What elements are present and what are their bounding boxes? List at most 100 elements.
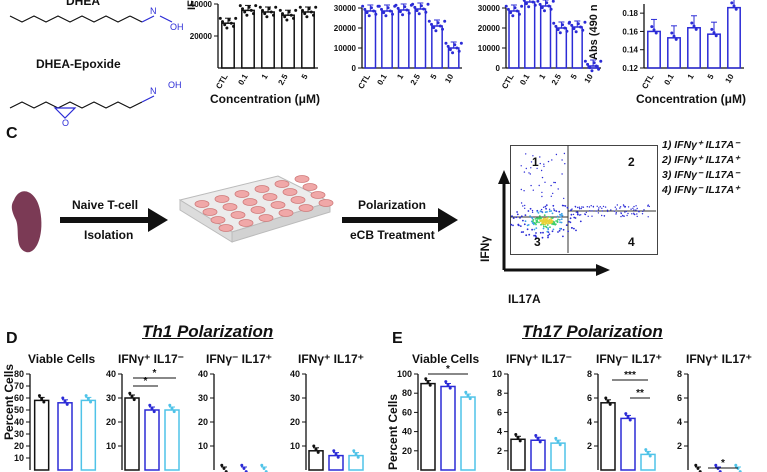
data-point bbox=[288, 11, 291, 14]
y-tick-label: 8 bbox=[587, 369, 592, 379]
plate-well bbox=[211, 217, 225, 224]
plate-well bbox=[279, 210, 293, 217]
plate-well bbox=[231, 212, 245, 219]
data-point bbox=[649, 455, 652, 458]
data-point bbox=[563, 27, 566, 30]
legend-item-4: 4) IFNγ⁻ IL17A⁺ bbox=[662, 183, 740, 198]
data-point bbox=[272, 14, 275, 17]
data-point bbox=[259, 6, 262, 9]
category-label: 0.1 bbox=[518, 72, 532, 87]
plate-well bbox=[319, 200, 333, 207]
polarization-label: Polarization bbox=[358, 198, 426, 212]
data-point bbox=[332, 449, 335, 452]
data-point bbox=[240, 464, 243, 467]
data-point bbox=[570, 24, 573, 27]
data-point bbox=[265, 15, 268, 18]
data-point bbox=[290, 14, 293, 17]
data-point bbox=[268, 7, 271, 10]
bar bbox=[165, 410, 179, 470]
plate-well bbox=[291, 197, 305, 204]
bar bbox=[415, 9, 425, 68]
bar bbox=[309, 451, 323, 470]
data-point bbox=[128, 392, 131, 395]
data-point bbox=[547, 5, 550, 8]
data-point bbox=[670, 32, 673, 35]
data-point bbox=[270, 11, 273, 14]
y-tick-label: 30 bbox=[290, 393, 300, 403]
y-tick-label: 80 bbox=[14, 369, 24, 379]
data-point bbox=[366, 11, 369, 14]
bar bbox=[531, 440, 545, 470]
data-point bbox=[219, 17, 222, 20]
y-tick-label: 60 bbox=[402, 407, 412, 417]
bar bbox=[441, 386, 455, 470]
bar bbox=[262, 12, 274, 68]
data-point bbox=[263, 467, 266, 470]
data-point bbox=[299, 6, 302, 9]
data-point bbox=[624, 412, 627, 415]
data-point bbox=[509, 11, 512, 14]
data-point bbox=[673, 35, 676, 38]
data-point bbox=[449, 387, 452, 390]
data-point bbox=[543, 9, 546, 12]
data-point bbox=[337, 456, 340, 459]
data-point bbox=[432, 26, 435, 29]
y-tick-label: 30 bbox=[198, 393, 208, 403]
data-point bbox=[230, 22, 233, 25]
data-point bbox=[517, 436, 520, 439]
data-point bbox=[89, 401, 92, 404]
data-point bbox=[428, 20, 431, 23]
data-point bbox=[261, 9, 264, 12]
bar bbox=[302, 12, 314, 68]
data-point bbox=[357, 456, 360, 459]
data-point bbox=[460, 42, 463, 45]
data-point bbox=[40, 397, 43, 400]
data-point bbox=[317, 451, 320, 454]
y-tick-label: 4 bbox=[497, 427, 502, 437]
data-point bbox=[355, 453, 358, 456]
data-point bbox=[575, 30, 578, 33]
category-label: 1 bbox=[686, 72, 696, 81]
category-label: CTL bbox=[500, 72, 516, 90]
y-tick-label: 40 bbox=[198, 369, 208, 379]
data-point bbox=[607, 400, 610, 403]
data-point bbox=[389, 10, 392, 13]
data-point bbox=[650, 25, 653, 28]
data-point bbox=[352, 449, 355, 452]
data-point bbox=[532, 1, 535, 4]
data-point bbox=[455, 47, 458, 50]
data-point bbox=[559, 443, 562, 446]
bar bbox=[601, 403, 615, 470]
data-point bbox=[514, 433, 517, 436]
category-label: CTL bbox=[356, 72, 372, 90]
data-point bbox=[221, 20, 224, 23]
treatment-label: eCB Treatment bbox=[350, 228, 435, 242]
data-point bbox=[434, 29, 437, 32]
data-point bbox=[627, 415, 630, 418]
legend-item-3: 3) IFNγ⁻ IL17A⁻ bbox=[662, 168, 740, 183]
data-point bbox=[519, 439, 522, 442]
y-tick-label: 40 bbox=[14, 417, 24, 427]
data-point bbox=[609, 403, 612, 406]
well-plate-icon bbox=[180, 176, 333, 243]
bar bbox=[365, 11, 375, 68]
data-point bbox=[308, 7, 311, 10]
data-point bbox=[232, 25, 235, 28]
y-tick-label: 40 bbox=[106, 369, 116, 379]
data-point bbox=[437, 21, 440, 24]
y-tick-label: 0.14 bbox=[622, 46, 638, 55]
plate-well bbox=[283, 189, 297, 196]
plate-well bbox=[251, 207, 265, 214]
bar bbox=[648, 31, 660, 68]
category-label: CTL bbox=[640, 72, 656, 90]
legend-item-1: 1) IFNγ⁺ IL17A⁻ bbox=[662, 138, 740, 153]
data-point bbox=[545, 1, 548, 4]
data-point bbox=[171, 407, 174, 410]
data-point bbox=[153, 410, 156, 413]
data-point bbox=[131, 395, 134, 398]
data-point bbox=[42, 401, 45, 404]
data-point bbox=[374, 13, 377, 16]
